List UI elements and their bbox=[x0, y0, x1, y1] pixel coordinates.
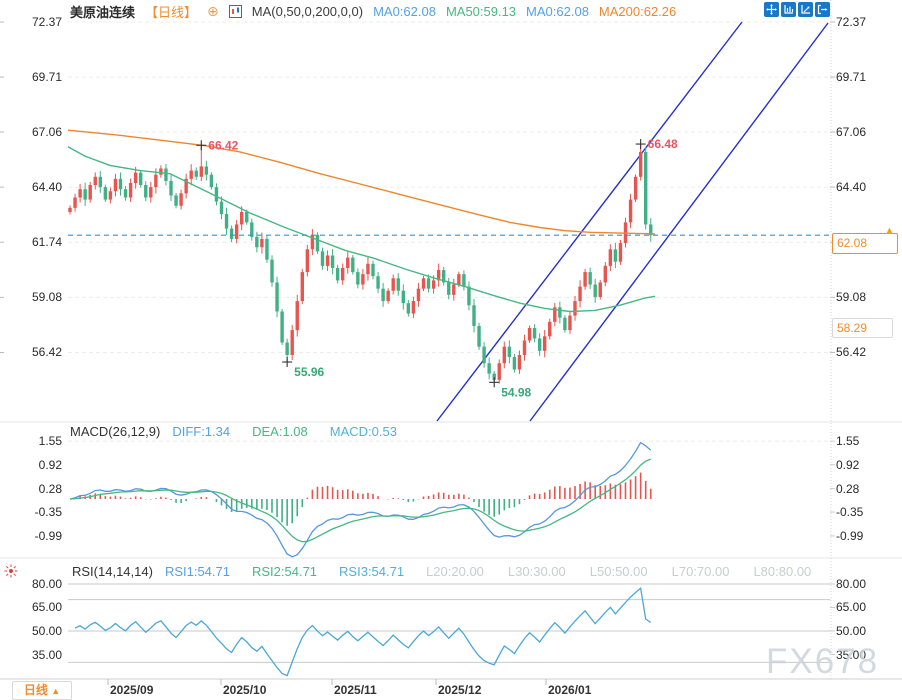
y-axis-label: 65.00 bbox=[31, 600, 62, 615]
indicator-mini-icon[interactable] bbox=[228, 4, 242, 18]
y-axis-label: 1.55 bbox=[38, 434, 62, 449]
y-axis-label: 1.55 bbox=[836, 434, 860, 449]
price-up-arrow-icon: ▲ bbox=[884, 225, 895, 238]
y-axis-label: 59.08 bbox=[836, 290, 867, 305]
y-axis-label: -0.35 bbox=[34, 505, 62, 520]
ma-value-label: MA200:62.26 bbox=[598, 3, 677, 19]
x-axis-month-label: 2025/10 bbox=[223, 683, 267, 697]
x-axis-month-label: 2025/09 bbox=[110, 683, 154, 697]
y-axis-label: 50.00 bbox=[31, 624, 62, 638]
interval-tag[interactable]: 【日线】 bbox=[145, 4, 198, 20]
interval-selector-label: 日线 bbox=[23, 683, 48, 697]
rsi-levels-group: L20:20.00 L30:30.00 L50:50.00 L70:70.00 L80:… bbox=[426, 564, 821, 579]
y-axis-label: 50.00 bbox=[836, 624, 867, 638]
y-axis-label: 72.37 bbox=[31, 15, 62, 29]
expand-icon[interactable]: ⊕ bbox=[207, 2, 219, 19]
ma-value-label: MA50:59.13 bbox=[445, 3, 517, 19]
y-axis-label: 69.71 bbox=[31, 70, 62, 85]
y-axis-label: 56.42 bbox=[31, 345, 62, 360]
y-axis-label: 69.71 bbox=[836, 70, 867, 85]
svg-text:66.48: 66.48 bbox=[648, 137, 678, 151]
y-axis-label: 35.00 bbox=[836, 647, 867, 662]
macd-values-group: DIFF:1.34 DEA:1.08 MACD:0.53 bbox=[172, 424, 407, 439]
y-axis-label: 65.00 bbox=[836, 600, 867, 615]
y-axis-label: 0.28 bbox=[836, 481, 860, 496]
pan-crosshair-button[interactable] bbox=[764, 2, 779, 17]
chart-header: 美原油连续 【日线】 ⊕ MA(0,50,0,200,0,0) MA0:62.0… bbox=[70, 2, 686, 20]
macd-pane-header: MACD(26,12,9) DIFF:1.34 DEA:1.08 MACD:0.53 bbox=[70, 424, 407, 439]
last-price-marker: 62.08 bbox=[832, 233, 898, 255]
y-axis-label: 64.40 bbox=[31, 180, 62, 195]
chart-toolbar bbox=[764, 2, 830, 17]
rsi-level-label: L20:20.00 bbox=[426, 564, 484, 579]
rsi-title[interactable]: RSI(14,14,14) bbox=[72, 564, 153, 579]
ma-settings-label[interactable]: MA(0,50,0,200,0,0) bbox=[251, 3, 364, 19]
svg-text:66.42: 66.42 bbox=[208, 138, 238, 152]
fit-chart-auto-button[interactable] bbox=[798, 2, 813, 17]
macd-value-label: MACD:0.53 bbox=[329, 424, 397, 439]
macd-title[interactable]: MACD(26,12,9) bbox=[70, 424, 161, 439]
y-axis-label: 80.00 bbox=[31, 576, 62, 591]
y-axis-label: 80.00 bbox=[836, 576, 867, 591]
ma-value-label: MA0:62.08 bbox=[373, 3, 436, 19]
rsi-pane-header: RSI(14,14,14) RSI1:54.71 RSI2:54.71 RSI3:5… bbox=[72, 564, 821, 579]
rsi-value-label: RSI2:54.71 bbox=[251, 564, 318, 579]
interval-selector-arrow-icon: ▲ bbox=[51, 686, 61, 696]
y-axis-label: 67.06 bbox=[836, 125, 867, 140]
fit-chart-button[interactable] bbox=[781, 2, 796, 17]
svg-text:54.98: 54.98 bbox=[501, 385, 531, 399]
rsi-level-label: L30:30.00 bbox=[507, 564, 566, 579]
y-axis-label: 72.37 bbox=[836, 15, 867, 29]
x-axis-month-label: 2025/12 bbox=[438, 683, 482, 697]
macd-value-label: DIFF:1.34 bbox=[172, 424, 231, 439]
y-axis-label: 0.92 bbox=[836, 457, 860, 472]
y-axis-label: 56.42 bbox=[836, 345, 867, 360]
x-axis-month-label: 2025/11 bbox=[334, 683, 377, 697]
svg-text:55.96: 55.96 bbox=[294, 365, 324, 379]
rsi-value-label: RSI1:54.71 bbox=[164, 564, 230, 579]
y-axis-label: -0.35 bbox=[836, 505, 864, 520]
y-axis-label: -0.99 bbox=[836, 528, 864, 543]
interval-selector[interactable]: 日线 ▲ bbox=[12, 681, 72, 700]
collapse-panel-button[interactable] bbox=[815, 2, 830, 17]
y-axis-label: 64.40 bbox=[836, 180, 867, 195]
y-axis-label: -0.99 bbox=[34, 528, 62, 543]
indicator-settings-icon[interactable] bbox=[4, 564, 18, 583]
y-axis-label: 59.08 bbox=[31, 290, 62, 305]
y-axis-label: 0.28 bbox=[38, 481, 62, 496]
watermark: FX678 bbox=[766, 642, 880, 681]
macd-value-label: DEA:1.08 bbox=[252, 424, 308, 439]
y-axis-label: 35.00 bbox=[31, 647, 62, 662]
secondary-price-marker: 58.29 bbox=[832, 318, 893, 338]
y-axis-label: 0.92 bbox=[38, 457, 62, 472]
symbol-title: 美原油连续 bbox=[70, 4, 136, 20]
rsi-level-label: L50:50.00 bbox=[589, 564, 648, 579]
ma-value-label: MA0:62.08 bbox=[526, 3, 589, 19]
rsi-value-label: RSI3:54.71 bbox=[339, 564, 405, 579]
rsi-level-label: L70:70.00 bbox=[671, 564, 730, 579]
rsi-level-label: L80:80.00 bbox=[753, 564, 812, 579]
x-axis-month-label: 2026/01 bbox=[548, 683, 592, 697]
y-axis-label: 61.74 bbox=[31, 235, 62, 250]
y-axis-label: 67.06 bbox=[31, 125, 62, 140]
rsi-values-group: RSI1:54.71 RSI2:54.71 RSI3:54.71 bbox=[165, 564, 414, 579]
ma-values-group: MA0:62.08 MA50:59.13 MA0:62.08 MA200:62.26 bbox=[373, 4, 686, 19]
